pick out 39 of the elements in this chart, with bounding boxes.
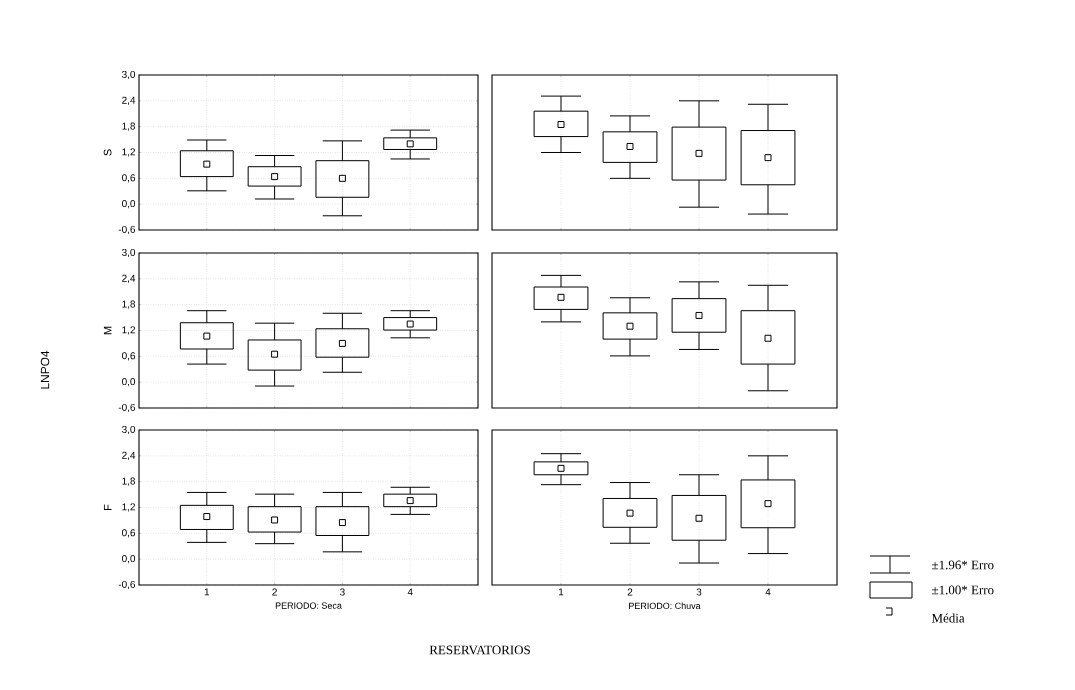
y-axis-title: F [103,504,112,510]
x-tick-label: 1 [559,588,564,596]
x-tick-label: 4 [765,588,771,596]
y-tick-label: 3,0 [122,70,136,80]
x-tick-label: 3 [696,588,702,596]
x-tick-label: 2 [272,588,277,596]
x-tick-label: 3 [340,588,345,596]
y-tick-label: 3,0 [122,425,136,435]
y-axis-title: M [103,326,112,335]
y-tick-label: 2,4 [122,451,136,460]
x-tick-label: 1 [204,588,210,596]
x-tick-label: 2 [627,588,633,596]
y-tick-label: 1,2 [122,503,135,512]
y-tick-label: 0,6 [122,174,136,183]
y-tick-label: -0,6 [118,580,136,590]
y-tick-label: 1,8 [122,122,136,131]
y-tick-label: 2,4 [122,274,136,283]
y-tick-label: 1,8 [122,477,136,486]
y-tick-label: -0,6 [118,403,136,413]
y-tick-label: 0,6 [122,352,136,361]
y-axis-title: S [103,149,112,156]
x-tick-label: 4 [407,588,413,596]
y-tick-label: 0,0 [122,200,136,209]
y-tick-label: -0,6 [118,225,136,235]
y-tick-label: 3,0 [122,248,136,258]
x-axis-title: PERIODO: Seca [275,602,342,609]
x-axis-title: PERIODO: Chuva [629,602,701,609]
y-tick-label: 1,2 [122,326,135,335]
y-tick-label: 0,0 [122,378,136,387]
y-tick-label: 0,0 [122,555,136,564]
y-tick-label: 1,2 [122,148,135,157]
y-tick-label: 0,6 [122,529,136,538]
text: LNPO4 [40,350,50,389]
text: ±1.00* Erro [932,585,994,595]
text: RESERVATORIOS [429,645,530,655]
y-tick-label: 2,4 [122,96,136,105]
text: Média [931,613,965,623]
text: ±1.96* Erro [932,560,994,570]
y-tick-label: 1,8 [122,300,136,309]
